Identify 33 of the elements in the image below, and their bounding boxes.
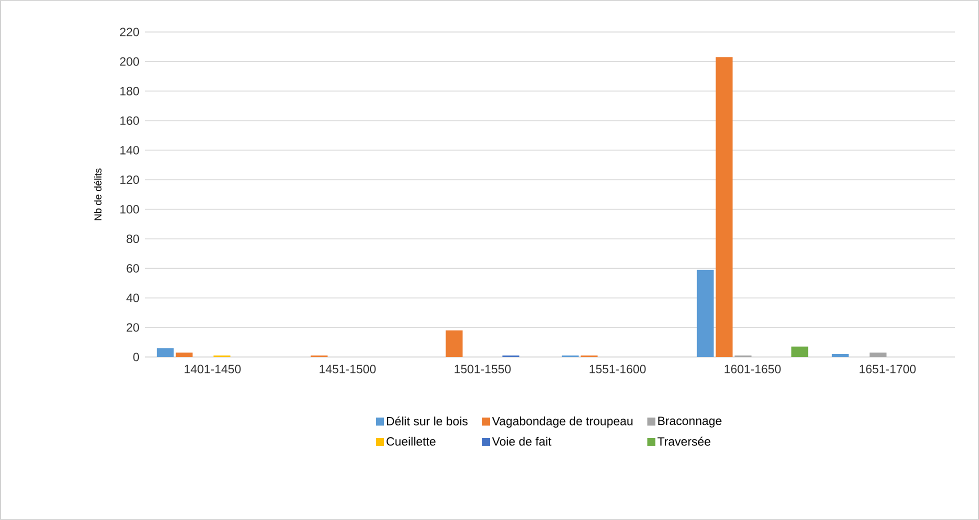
y-tick-label: 20 [126,323,140,332]
bar [446,330,463,357]
legend-label: Braconnage [658,416,722,428]
y-axis-title: Nb de délits [94,168,102,220]
y-tick-label: 60 [126,264,140,273]
x-tick-label: 1601-1650 [724,364,781,374]
y-tick-label: 80 [126,234,140,244]
y-tick-label: 140 [120,146,140,154]
y-tick-label: 120 [120,175,140,184]
bar [176,352,193,357]
x-tick-label: 1551-1600 [590,364,646,374]
bar [716,57,733,357]
x-tick-label: 1501-1550 [454,364,511,374]
legend-label: Délit sur le bois [387,416,468,426]
y-tick-label: 200 [120,57,140,66]
y-tick-label: 180 [120,86,140,96]
legend-label: Vagabondage de troupeau [492,416,632,428]
bar [832,354,849,357]
y-tick-label: 40 [126,294,140,302]
bar [156,348,174,357]
legend-label: Voie de fait [492,436,552,446]
legend-label: Cueillette [386,436,436,446]
x-tick-label: 1401-1450 [184,364,241,374]
y-tick-label: 160 [120,116,140,125]
y-tick-label: 0 [133,352,140,362]
x-tick-label: 1451-1500 [320,364,376,374]
x-tick-label: 1651-1700 [860,364,916,374]
y-tick-label: 220 [120,28,140,36]
legend-label: Traversée [658,436,710,446]
y-tick-label: 100 [120,205,140,214]
bar [696,270,714,357]
bar [791,346,808,357]
bar [870,352,887,357]
